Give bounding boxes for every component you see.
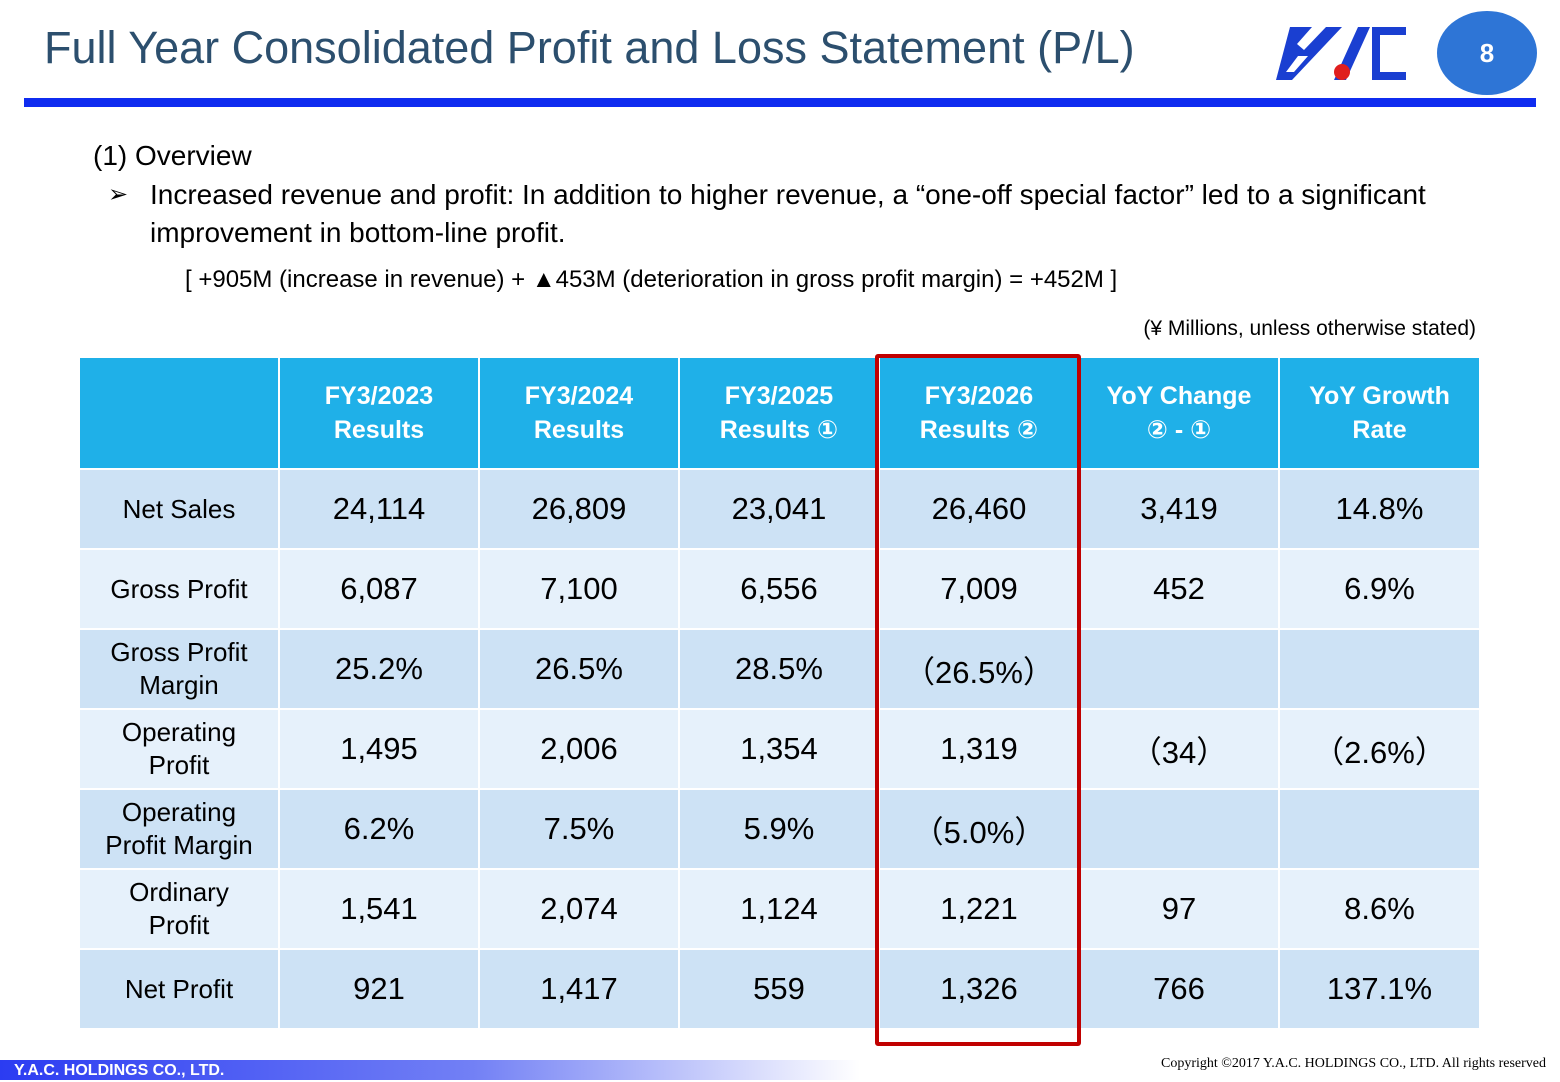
footer-bar (0, 1060, 860, 1080)
column-header: FY3/2024 Results (478, 356, 680, 470)
table-cell: （5.0%） (878, 788, 1080, 870)
table-cell: 766 (1078, 948, 1280, 1030)
table-header-row: FY3/2023 Results FY3/2024 Results FY3/2025… (78, 356, 1481, 470)
table-row-net-profit: Net Profit 921 1,417 559 1,326 766 137.1… (78, 948, 1481, 1030)
table-cell: 2,006 (478, 708, 680, 790)
table-cell: 23,041 (678, 468, 880, 550)
table-cell: 26,809 (478, 468, 680, 550)
row-label: Operating Profit Margin (78, 788, 280, 870)
arrow-bullet-icon: ➢ (108, 181, 129, 208)
table-row-operating-profit: Operating Profit 1,495 2,006 1,354 1,319 … (78, 708, 1481, 790)
table-cell: 1,417 (478, 948, 680, 1030)
table-cell: 3,419 (1078, 468, 1280, 550)
table-cell: 6.9% (1278, 548, 1481, 630)
pl-table: FY3/2023 Results FY3/2024 Results FY3/2025… (78, 356, 1481, 1030)
table-cell: （34） (1078, 708, 1280, 790)
table-cell (1278, 628, 1481, 710)
table-cell: 1,541 (278, 868, 480, 950)
table-cell: 452 (1078, 548, 1280, 630)
table-cell: 25.2% (278, 628, 480, 710)
table-cell: 26.5% (478, 628, 680, 710)
table-cell (1278, 788, 1481, 870)
table-row-ordinary-profit: Ordinary Profit 1,541 2,074 1,124 1,221 9… (78, 868, 1481, 950)
table-cell (1078, 628, 1280, 710)
row-label: Ordinary Profit (78, 868, 280, 950)
table-row-gross-profit: Gross Profit 6,087 7,100 6,556 7,009 452… (78, 548, 1481, 630)
title-divider (24, 98, 1536, 107)
table-cell: 5.9% (678, 788, 880, 870)
table-cell: 1,319 (878, 708, 1080, 790)
row-label: Gross Profit Margin (78, 628, 280, 710)
table-cell: 6.2% (278, 788, 480, 870)
overview-bullet-text: Increased revenue and profit: In additio… (150, 179, 1426, 248)
table-cell: 137.1% (1278, 948, 1481, 1030)
column-header: FY3/2025 Results ① (678, 356, 880, 470)
table-cell: 2,074 (478, 868, 680, 950)
page-number-badge: 8 (1437, 11, 1537, 95)
unit-note: (¥ Millions, unless otherwise stated) (1143, 317, 1476, 340)
table-cell: 7,100 (478, 548, 680, 630)
table-cell: 8.6% (1278, 868, 1481, 950)
table-cell: 559 (678, 948, 880, 1030)
row-label: Operating Profit (78, 708, 280, 790)
row-label: Net Sales (78, 468, 280, 550)
row-label: Net Profit (78, 948, 280, 1030)
table-cell: 14.8% (1278, 468, 1481, 550)
table-cell: （26.5%） (878, 628, 1080, 710)
column-header: FY3/2026 Results ② (878, 356, 1080, 470)
footer-company-name: Y.A.C. HOLDINGS CO., LTD. (14, 1062, 225, 1079)
table-cell: 6,087 (278, 548, 480, 630)
table-cell: 1,124 (678, 868, 880, 950)
table-row-operating-profit-margin: Operating Profit Margin 6.2% 7.5% 5.9% （5… (78, 788, 1481, 870)
overview-heading: (1) Overview (93, 140, 252, 171)
page-title: Full Year Consolidated Profit and Loss S… (44, 22, 1135, 73)
table-cell: 7.5% (478, 788, 680, 870)
table-row-net-sales: Net Sales 24,114 26,809 23,041 26,460 3,… (78, 468, 1481, 550)
header-corner (78, 356, 280, 470)
column-header: YoY Change ② - ① (1078, 356, 1280, 470)
profit-formula: [ +905M (increase in revenue) + ▲453M (d… (185, 266, 1118, 293)
table-cell: 97 (1078, 868, 1280, 950)
table-cell: 921 (278, 948, 480, 1030)
table-cell: 26,460 (878, 468, 1080, 550)
table-cell: 28.5% (678, 628, 880, 710)
table-cell: 1,354 (678, 708, 880, 790)
row-label: Gross Profit (78, 548, 280, 630)
table-cell: 1,221 (878, 868, 1080, 950)
table-cell: 7,009 (878, 548, 1080, 630)
column-header: YoY Growth Rate (1278, 356, 1481, 470)
table-cell (1078, 788, 1280, 870)
table-cell: 1,326 (878, 948, 1080, 1030)
yac-logo-icon (1276, 27, 1406, 80)
copyright-notice: Copyright ©2017 Y.A.C. HOLDINGS CO., LTD… (1161, 1056, 1546, 1071)
table-cell: 1,495 (278, 708, 480, 790)
column-header: FY3/2023 Results (278, 356, 480, 470)
table-cell: 24,114 (278, 468, 480, 550)
table-row-gross-profit-margin: Gross Profit Margin 25.2% 26.5% 28.5% （26… (78, 628, 1481, 710)
table-cell: （2.6%） (1278, 708, 1481, 790)
table-cell: 6,556 (678, 548, 880, 630)
